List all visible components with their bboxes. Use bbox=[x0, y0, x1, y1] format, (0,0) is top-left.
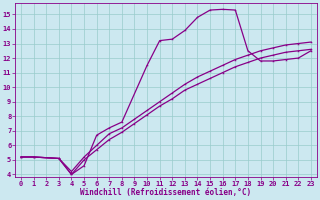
X-axis label: Windchill (Refroidissement éolien,°C): Windchill (Refroidissement éolien,°C) bbox=[80, 188, 252, 197]
